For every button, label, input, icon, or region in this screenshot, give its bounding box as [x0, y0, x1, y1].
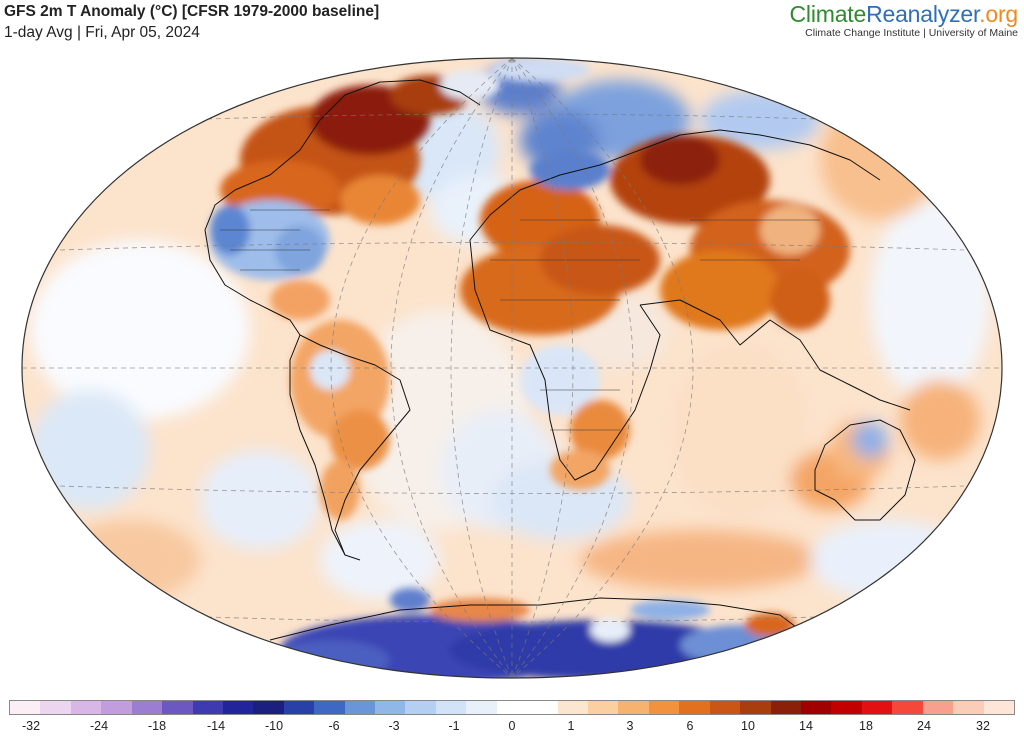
legend-swatch — [496, 701, 528, 714]
legend-swatch — [70, 701, 102, 714]
legend-tick-label: 10 — [741, 719, 755, 733]
legend-swatch — [192, 701, 223, 714]
legend-tick-label: 24 — [917, 719, 931, 733]
legend-swatch — [588, 701, 619, 714]
legend-swatch — [283, 701, 315, 714]
legend-tick-label: -3 — [388, 719, 400, 733]
legend-swatch — [222, 701, 254, 714]
legend-swatch — [40, 701, 71, 714]
logo[interactable]: ClimateReanalyzer.org Climate Change Ins… — [789, 1, 1019, 39]
legend-swatch — [709, 701, 741, 714]
legend-tick-label: 3 — [626, 719, 634, 733]
legend-tick-label: -1 — [448, 719, 460, 733]
legend-tick-label: 1 — [567, 719, 575, 733]
legend-swatch — [101, 701, 132, 714]
logo-wordmark: ClimateReanalyzer.org — [789, 1, 1019, 27]
legend-swatch — [679, 701, 710, 714]
legend-swatch — [892, 701, 923, 714]
legend-tick-label: 14 — [799, 719, 813, 733]
legend-swatch — [435, 701, 467, 714]
legend-swatch — [344, 701, 376, 714]
legend-swatch — [618, 701, 649, 714]
legend-swatch — [131, 701, 163, 714]
color-scale-legend — [9, 700, 1015, 715]
legend-swatch — [648, 701, 680, 714]
legend-tick-label: -18 — [147, 719, 167, 733]
legend-tick-label: 0 — [508, 719, 516, 733]
legend-swatch — [831, 701, 862, 714]
legend-swatch — [314, 701, 345, 714]
anomaly-field — [22, 58, 1002, 678]
legend-tick-label: -14 — [206, 719, 226, 733]
legend-swatch — [861, 701, 893, 714]
legend-swatch — [800, 701, 832, 714]
legend-swatch — [770, 701, 801, 714]
legend-swatch — [740, 701, 771, 714]
map-title: GFS 2m T Anomaly (°C) [CFSR 1979-2000 ba… — [4, 3, 380, 20]
legend-swatch — [527, 701, 558, 714]
legend-tick-label: 6 — [686, 719, 694, 733]
legend-swatch — [10, 701, 41, 714]
world-map — [21, 57, 1003, 679]
legend-tick-label: -32 — [21, 719, 41, 733]
legend-tick-label: 32 — [976, 719, 990, 733]
legend-swatch — [375, 701, 406, 714]
legend-swatch — [922, 701, 954, 714]
legend-swatch — [557, 701, 589, 714]
legend-swatch — [162, 701, 193, 714]
legend-swatch — [253, 701, 284, 714]
legend-swatch — [405, 701, 436, 714]
legend-swatch — [983, 701, 1014, 714]
legend-swatch — [953, 701, 984, 714]
map-subtitle: 1-day Avg | Fri, Apr 05, 2024 — [4, 24, 200, 41]
globe-outline — [21, 57, 1003, 679]
legend-tick-label: -24 — [89, 719, 109, 733]
logo-tagline: Climate Change Institute | University of… — [805, 27, 1018, 39]
legend-tick-label: -6 — [328, 719, 340, 733]
color-scale-labels: -32 -24 -18 -14 -10 -6 -3 -1 0 1 3 6 10 14 18 24 32 — [9, 719, 1015, 735]
legend-swatch — [466, 701, 497, 714]
legend-tick-label: 18 — [859, 719, 873, 733]
legend-tick-label: -10 — [264, 719, 284, 733]
